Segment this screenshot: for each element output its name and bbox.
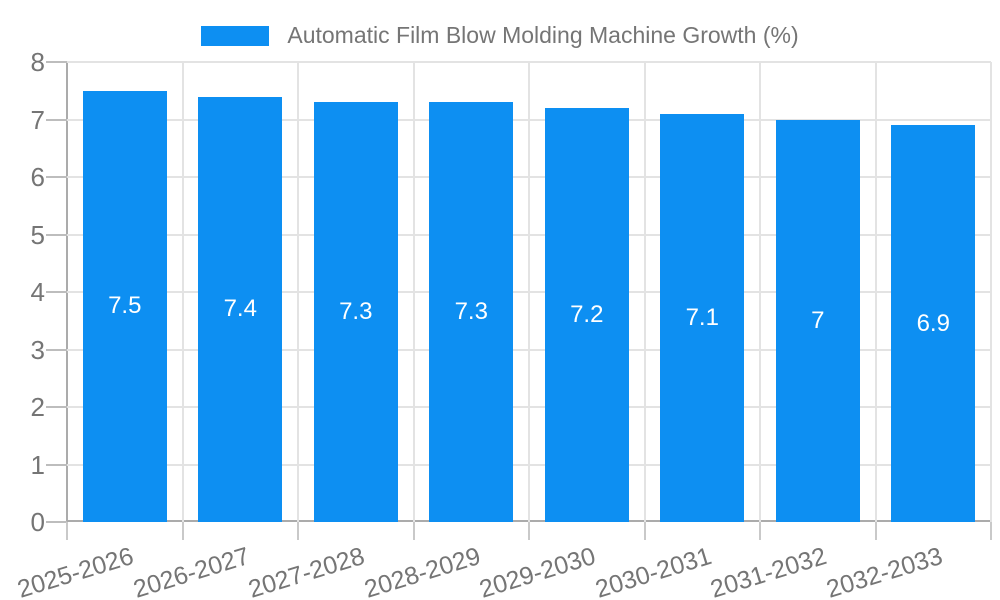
bar-value-label: 7.1 — [685, 303, 719, 331]
x-axis-tick — [66, 522, 68, 540]
x-axis-tick — [412, 522, 415, 540]
x-axis-tick — [759, 522, 761, 540]
y-axis-label: 5 — [30, 219, 45, 250]
x-axis-label: 2029-2030 — [476, 542, 599, 600]
bar[interactable]: 7.5 — [82, 90, 167, 522]
bar-value-label: 7.3 — [339, 298, 373, 326]
bar-value-label: 7.5 — [108, 292, 142, 320]
v-gridline — [297, 62, 299, 522]
x-axis-tick — [874, 522, 877, 540]
v-gridline — [181, 62, 184, 522]
x-axis-label: 2025-2026 — [14, 542, 137, 600]
x-axis-tick — [528, 522, 530, 540]
x-axis-tick — [297, 522, 299, 540]
bar[interactable]: 7.4 — [198, 96, 283, 522]
bar[interactable]: 7 — [775, 119, 860, 522]
y-axis-tick — [46, 233, 67, 236]
legend: Automatic Film Blow Molding Machine Grow… — [0, 22, 1000, 49]
plot-area: 7.5 7.4 7.3 7.3 7.2 7.1 7 6.9 — [67, 61, 992, 522]
v-gridline — [643, 62, 646, 522]
v-gridline — [759, 62, 761, 522]
y-axis-label: 2 — [30, 392, 45, 422]
y-axis-label: 1 — [30, 449, 45, 480]
x-axis-tick — [643, 522, 646, 540]
bar[interactable]: 7.3 — [429, 102, 514, 522]
y-axis-tick — [46, 348, 67, 351]
x-axis-label: 2031-2032 — [707, 542, 830, 600]
x-axis-label: 2027-2028 — [245, 542, 368, 600]
v-gridline — [412, 62, 415, 522]
bar[interactable]: 7.1 — [660, 113, 745, 522]
x-axis-tick — [181, 522, 184, 540]
bar[interactable]: 7.2 — [544, 108, 629, 522]
v-gridline — [528, 62, 530, 522]
bar[interactable]: 7.3 — [313, 102, 398, 522]
x-axis-label: 2028-2029 — [360, 542, 484, 600]
x-axis-label: 2032-2033 — [822, 542, 946, 600]
y-axis-tick — [46, 463, 67, 466]
y-axis-label: 3 — [30, 334, 45, 365]
bar-value-label: 7 — [811, 306, 825, 334]
legend-label: Automatic Film Blow Molding Machine Grow… — [287, 22, 799, 48]
y-axis-label: 7 — [30, 104, 45, 135]
y-axis-label: 4 — [30, 277, 45, 307]
y-axis-tick — [46, 61, 67, 63]
bar-value-label: 6.9 — [916, 309, 950, 337]
v-gridline — [990, 62, 992, 522]
y-axis-tick — [46, 176, 67, 178]
v-gridline — [874, 62, 877, 522]
y-axis-label: 8 — [30, 47, 45, 77]
x-axis-label: 2030-2031 — [591, 542, 715, 600]
y-axis-tick — [46, 291, 67, 293]
x-axis-label: 2026-2027 — [129, 542, 253, 600]
y-axis-tick — [46, 118, 67, 121]
y-axis-label: 0 — [30, 507, 45, 537]
x-axis-tick — [990, 522, 992, 540]
legend-swatch — [201, 25, 270, 46]
bar-value-label: 7.3 — [454, 298, 488, 326]
y-axis-tick — [46, 521, 67, 523]
y-axis-tick — [46, 406, 67, 408]
y-axis-line — [66, 62, 68, 540]
bar-value-label: 7.2 — [570, 301, 604, 328]
bar-value-label: 7.4 — [223, 295, 257, 323]
bar[interactable]: 6.9 — [891, 125, 976, 522]
y-axis-label: 6 — [30, 162, 45, 192]
